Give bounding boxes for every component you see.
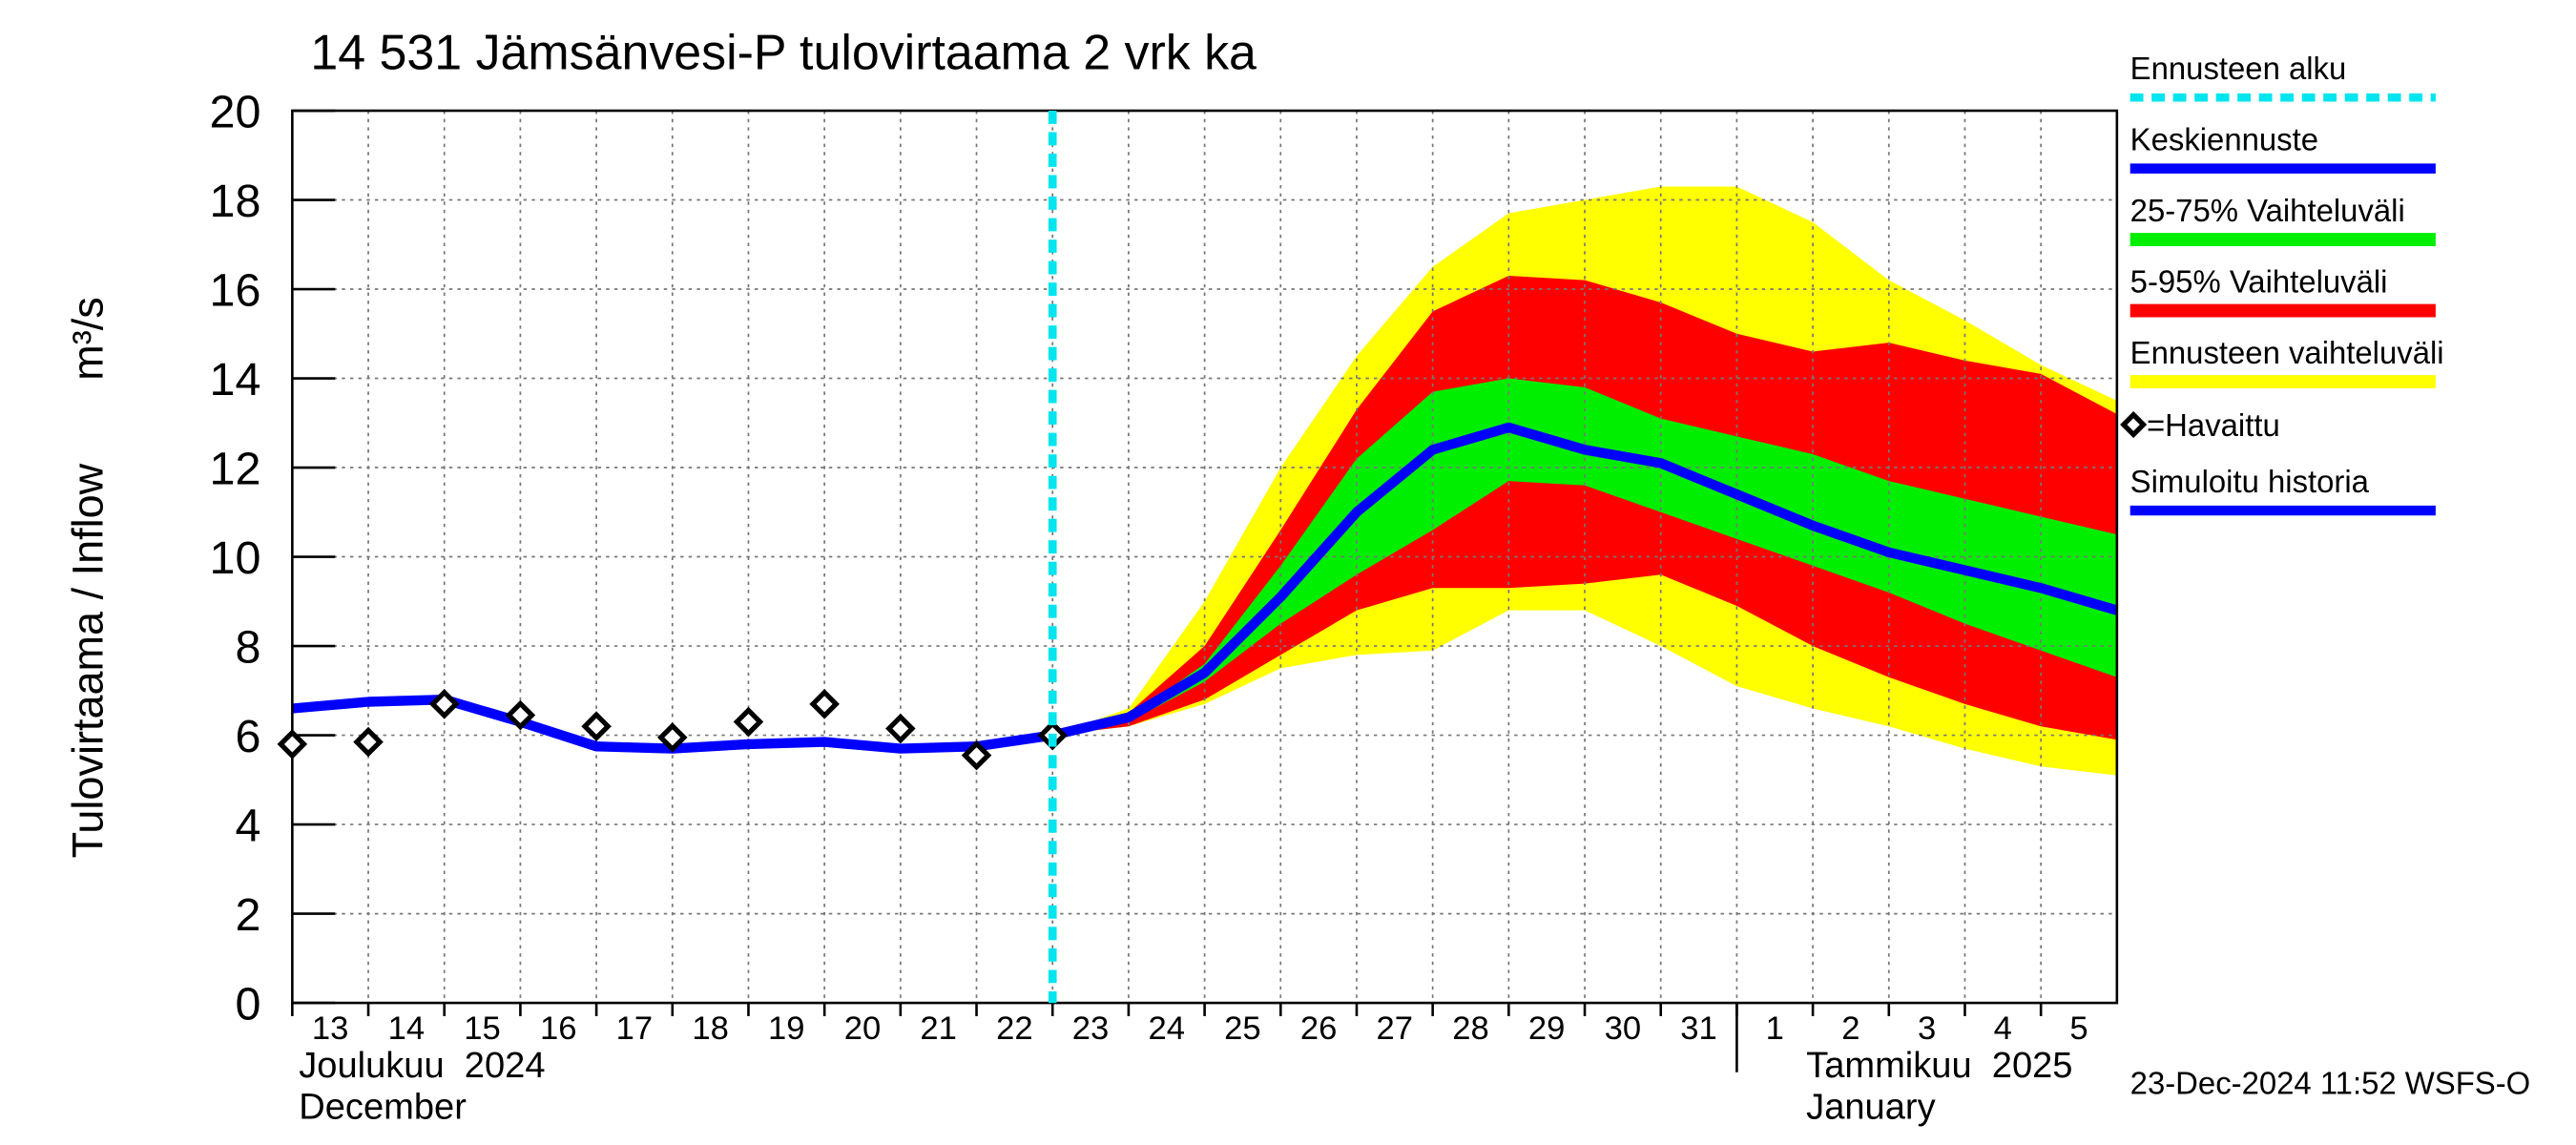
- y-tick-label: 4: [235, 800, 260, 851]
- y-axis-unit: m³/s: [63, 297, 112, 381]
- x-tick-label: 5: [2069, 1010, 2088, 1047]
- footer: 23-Dec-2024 11:52 WSFS-O: [2130, 1065, 2531, 1100]
- observation-marker: [581, 711, 612, 742]
- x-tick-label: 20: [844, 1010, 881, 1047]
- x-tick-label: 13: [312, 1010, 348, 1047]
- x-tick-label: 22: [996, 1010, 1032, 1047]
- x-tick-label: 25: [1224, 1010, 1260, 1047]
- x-tick-label: 1: [1766, 1010, 1784, 1047]
- month-label-en: January: [1806, 1087, 1935, 1127]
- x-tick-label: 19: [768, 1010, 804, 1047]
- observation-marker: [277, 729, 308, 760]
- x-tick-label: 30: [1605, 1010, 1641, 1047]
- y-tick-label: 2: [235, 889, 260, 941]
- x-tick-label: 4: [1994, 1010, 2012, 1047]
- x-tick-label: 18: [692, 1010, 728, 1047]
- month-label-en: December: [299, 1087, 467, 1127]
- observation-marker: [428, 689, 460, 719]
- legend-swatch: [2120, 410, 2148, 439]
- y-tick-label: 8: [235, 621, 260, 673]
- x-tick-label: 27: [1377, 1010, 1413, 1047]
- month-label: Joulukuu 2024: [299, 1046, 545, 1086]
- x-tick-label: 29: [1528, 1010, 1565, 1047]
- legend-label: 5-95% Vaihteluväli: [2130, 263, 2388, 299]
- y-tick-label: 18: [210, 176, 261, 227]
- observation-marker: [809, 689, 840, 719]
- y-tick-label: 20: [210, 86, 261, 137]
- chart-title: 14 531 Jämsänvesi-P tulovirtaama 2 vrk k…: [310, 26, 1257, 81]
- observation-marker: [353, 726, 384, 758]
- y-axis-label: Tulovirtaama / Inflow: [63, 463, 112, 858]
- observation-marker: [885, 713, 916, 744]
- legend-label: Simuloitu historia: [2130, 464, 2370, 499]
- y-tick-label: 10: [210, 532, 261, 584]
- plot-frame: [291, 109, 2119, 1005]
- legend-label: Ennusteen alku: [2130, 51, 2347, 86]
- month-label: Tammikuu 2025: [1806, 1046, 2072, 1086]
- x-tick-label: 14: [388, 1010, 425, 1047]
- legend-label: Keskiennuste: [2130, 122, 2318, 157]
- x-tick-label: 16: [540, 1010, 576, 1047]
- observation-marker: [656, 722, 688, 753]
- y-tick-label: 14: [210, 354, 261, 406]
- x-tick-label: 24: [1148, 1010, 1184, 1047]
- x-tick-label: 26: [1300, 1010, 1337, 1047]
- x-tick-label: 17: [616, 1010, 653, 1047]
- observation-marker: [961, 739, 992, 771]
- observation-marker: [733, 706, 764, 738]
- y-tick-label: 0: [235, 978, 260, 1030]
- legend-label: 25-75% Vaihteluväli: [2130, 193, 2405, 228]
- x-tick-label: 28: [1452, 1010, 1488, 1047]
- y-tick-label: 12: [210, 443, 261, 494]
- y-tick-label: 6: [235, 711, 260, 762]
- legend-label: Ennusteen vaihteluväli: [2130, 335, 2444, 370]
- x-tick-label: 2: [1841, 1010, 1859, 1047]
- y-tick-label: 16: [210, 264, 261, 316]
- x-tick-label: 3: [1918, 1010, 1936, 1047]
- legend-label: =Havaittu: [2147, 407, 2280, 443]
- series-line: [1051, 422, 2119, 740]
- x-tick-label: 23: [1072, 1010, 1109, 1047]
- x-tick-label: 15: [464, 1010, 500, 1047]
- x-tick-label: 21: [920, 1010, 956, 1047]
- observation-marker: [505, 699, 536, 731]
- x-tick-label: 31: [1680, 1010, 1716, 1047]
